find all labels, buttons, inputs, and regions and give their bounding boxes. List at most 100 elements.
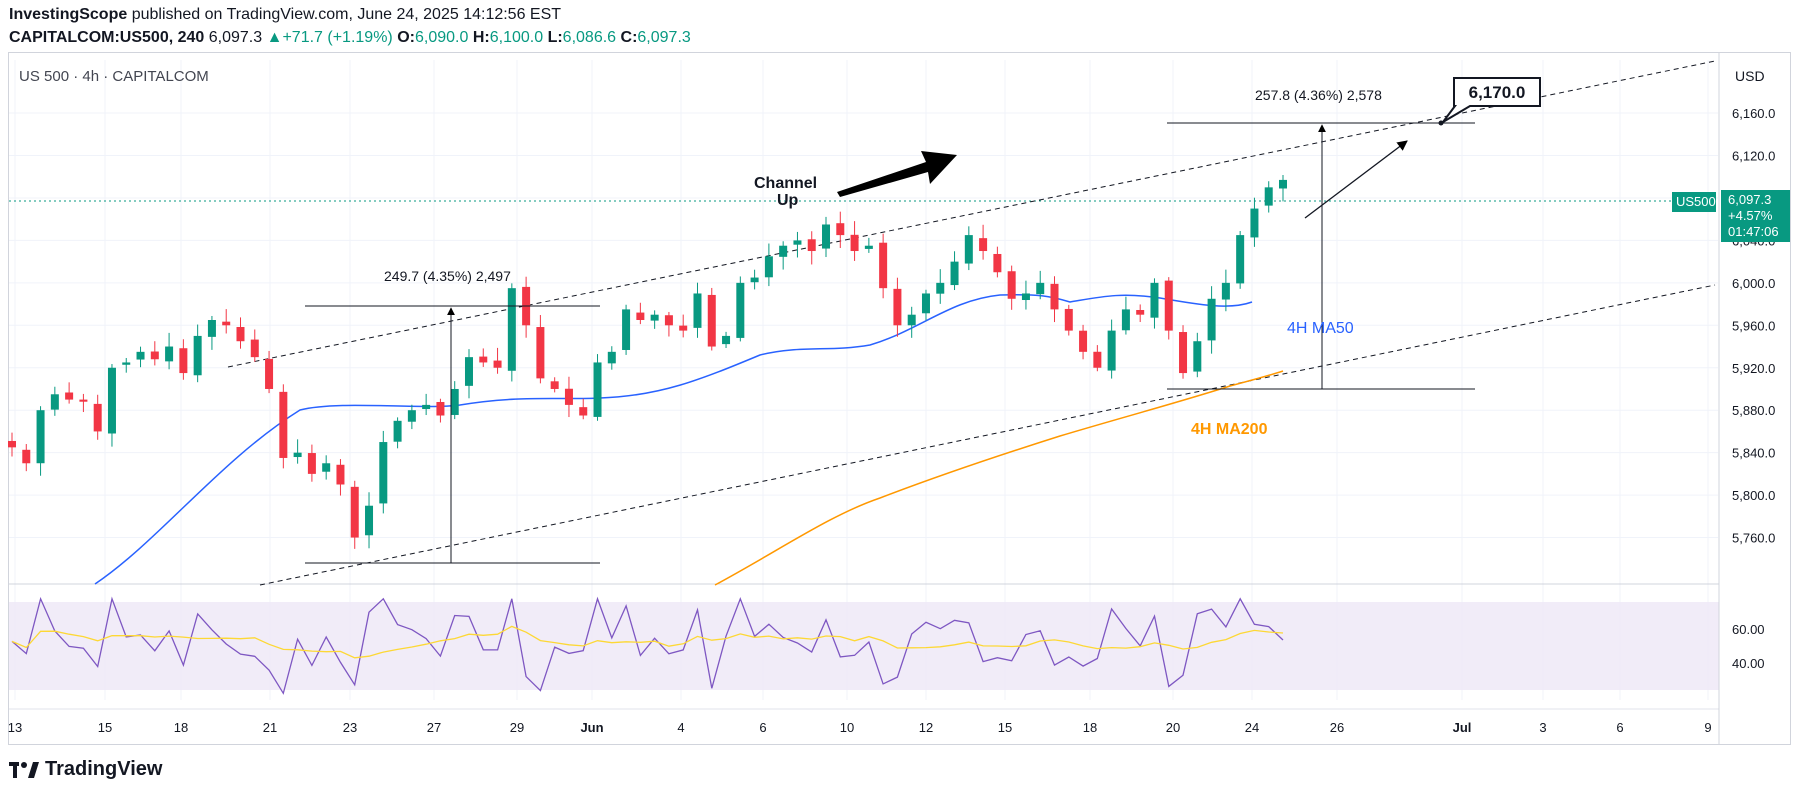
time-tick-label: 15 (98, 720, 112, 735)
candle (265, 350, 274, 394)
open-label: O: (397, 29, 415, 46)
candle (836, 211, 845, 248)
price-tick-label: 6,120.0 (1732, 149, 1775, 164)
time-tick-label: 29 (510, 720, 524, 735)
channel-upper-line[interactable] (227, 60, 1716, 368)
candle (1121, 296, 1130, 335)
price-axis[interactable]: 6,160.06,120.06,080.06,040.06,000.05,960… (1732, 106, 1775, 545)
candle (79, 393, 88, 413)
candle (679, 314, 688, 338)
candle (707, 287, 716, 351)
channel-lower-line[interactable] (259, 284, 1716, 586)
price-badge: US500 6,097.3 +4.57% 01:47:06 (1672, 190, 1790, 242)
candle (222, 309, 231, 334)
time-tick-label: 13 (8, 720, 22, 735)
time-axis[interactable]: 13 15 18 21 23 27 29 Jun 4 6 10 12 15 18 20 24 26 Jul 3 6 9 (8, 720, 1712, 735)
close-label: C: (620, 29, 638, 46)
channel-label-2: Up (777, 192, 799, 209)
rsi-line[interactable] (11, 596, 1284, 695)
time-tick-label: 20 (1166, 720, 1180, 735)
projection-arrow[interactable] (1304, 140, 1408, 219)
candle (807, 231, 816, 265)
price-tick-label: 5,840.0 (1732, 446, 1775, 461)
tradingview-logo-icon (9, 761, 39, 778)
candles-group (8, 175, 1287, 549)
candle (822, 216, 831, 258)
time-tick-label: 3 (1539, 720, 1546, 735)
low-label: L: (547, 29, 563, 46)
chart-frame[interactable] (8, 52, 1791, 745)
candle (579, 398, 588, 420)
candle (493, 347, 502, 374)
candle (193, 324, 202, 383)
close-value: 6,097.3 (637, 29, 691, 46)
candle (636, 302, 645, 325)
brand-footer[interactable]: TradingView (9, 758, 162, 781)
candle (293, 439, 302, 464)
badge-countdown: 01:47:06 (1728, 224, 1779, 239)
change-up-icon: ▲ (266, 29, 283, 46)
time-tick-label: 10 (840, 720, 854, 735)
time-tick-label: 27 (427, 720, 441, 735)
candle (1036, 270, 1045, 300)
candle (350, 480, 359, 549)
rsi-tick-label: 60.00 (1732, 622, 1765, 637)
candle (1021, 280, 1030, 310)
time-tick-label: 26 (1330, 720, 1344, 735)
candle (779, 241, 788, 270)
channel-arrow-icon[interactable] (837, 151, 957, 197)
time-tick-label: 4 (677, 720, 684, 735)
candle (1064, 304, 1073, 336)
candle (993, 246, 1002, 278)
candle (1079, 324, 1088, 360)
candle (1221, 269, 1230, 312)
time-tick-label: 6 (759, 720, 766, 735)
candle (179, 339, 188, 380)
rsi-ma-line[interactable] (11, 625, 1284, 659)
time-tick-label: 15 (998, 720, 1012, 735)
candle (907, 306, 916, 338)
candle (722, 331, 731, 349)
candle (693, 282, 702, 338)
measure-1-label: 249.7 (4.35%) 2,497 (384, 268, 511, 284)
candle (650, 310, 659, 329)
candle (1236, 231, 1245, 289)
currency-label[interactable]: USD (1735, 68, 1765, 84)
time-tick-label: 23 (343, 720, 357, 735)
publisher-name[interactable]: InvestingScope (9, 6, 128, 23)
candle (150, 341, 159, 366)
candle (1193, 332, 1202, 378)
price-tick-label: 6,160.0 (1732, 106, 1775, 121)
time-tick-label: 24 (1245, 720, 1259, 735)
price-tick-label: 6,000.0 (1732, 276, 1775, 291)
candle (422, 393, 431, 416)
candle (607, 346, 616, 370)
ma200-line[interactable] (714, 370, 1284, 586)
measure-tool-1[interactable]: 249.7 (4.35%) 2,497 (305, 268, 600, 564)
candle (365, 492, 374, 549)
candle (793, 231, 802, 258)
candle (564, 376, 573, 418)
candle (279, 384, 288, 469)
candle (879, 233, 888, 299)
rsi-tick-label: 40.00 (1732, 656, 1765, 671)
price-tick-label: 5,880.0 (1732, 403, 1775, 418)
candle (322, 455, 331, 480)
candle (1150, 278, 1159, 329)
candle (122, 357, 131, 373)
candle (750, 269, 759, 290)
candle (8, 432, 16, 457)
target-callout[interactable]: 6,170.0 (1438, 77, 1541, 126)
ma50-label: 4H MA50 (1287, 320, 1354, 337)
candle (1007, 265, 1016, 310)
symbol-label: CAPITALCOM:US500, 240 (9, 29, 205, 46)
candle (736, 276, 745, 342)
measure-tool-2[interactable]: 257.8 (4.36%) 2,578 (1167, 87, 1475, 390)
published-text: published on TradingView.com, June 24, 2… (131, 6, 562, 23)
candle (236, 317, 245, 349)
candle (593, 354, 602, 421)
ma50-line[interactable] (94, 294, 1253, 585)
candle (1164, 277, 1173, 340)
candle (1264, 181, 1273, 213)
